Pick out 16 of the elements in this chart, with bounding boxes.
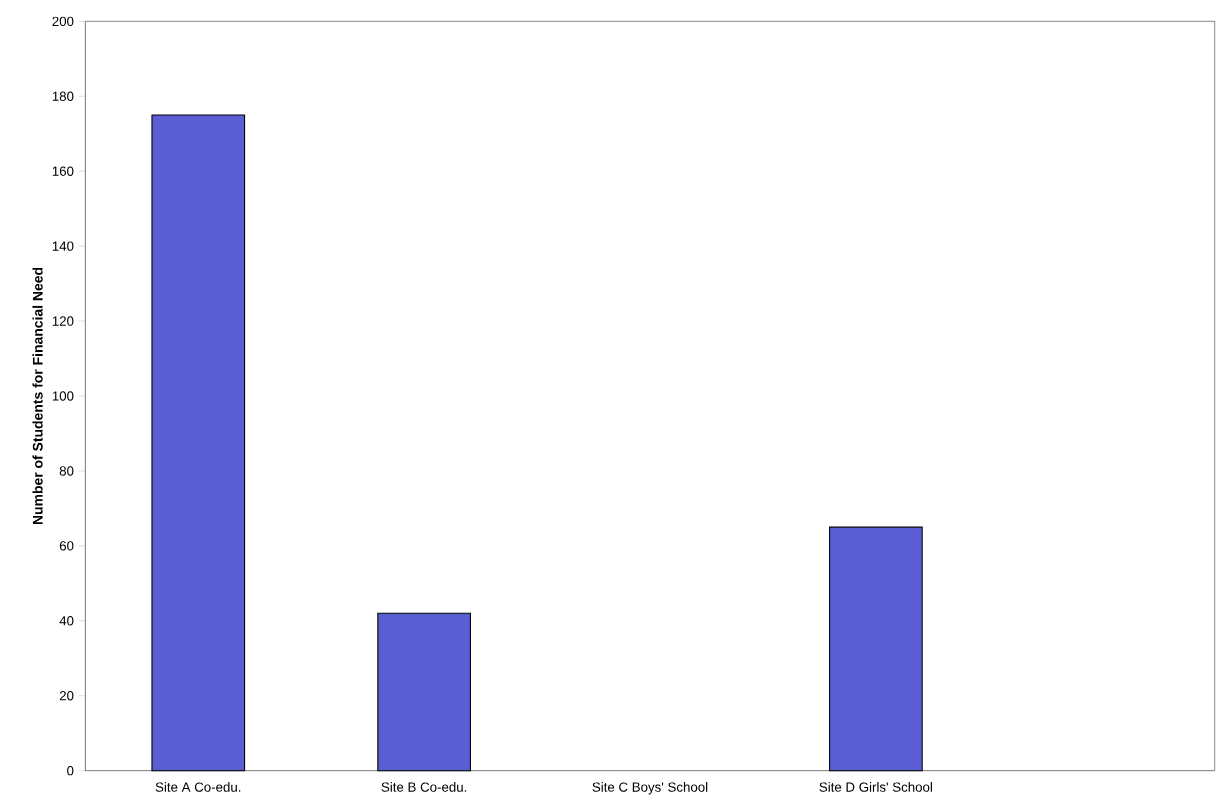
y-tick-label: 20 bbox=[59, 691, 74, 701]
y-tick-label: 40 bbox=[59, 616, 74, 626]
y-tick-label: 60 bbox=[59, 541, 74, 551]
y-tick-label: 0 bbox=[67, 765, 74, 776]
y-tick-label: 140 bbox=[52, 241, 74, 251]
x-tick-label: Site C Boys' School bbox=[592, 782, 708, 795]
x-tick-label: Site D Girls' School bbox=[819, 782, 932, 792]
y-tick-label: 200 bbox=[52, 16, 74, 27]
x-tick-label: Site A Co-edu. bbox=[155, 782, 241, 792]
y-tick-label: 120 bbox=[52, 316, 74, 326]
y-tick-label: 160 bbox=[52, 166, 74, 176]
x-tick-label: Site B Co-edu. bbox=[381, 782, 467, 792]
y-tick-label: 180 bbox=[52, 91, 74, 101]
y-tick-label: 100 bbox=[52, 391, 74, 401]
y-axis-title: Number of Students for Financial Need bbox=[32, 267, 43, 525]
y-tick-label: 80 bbox=[59, 466, 74, 476]
